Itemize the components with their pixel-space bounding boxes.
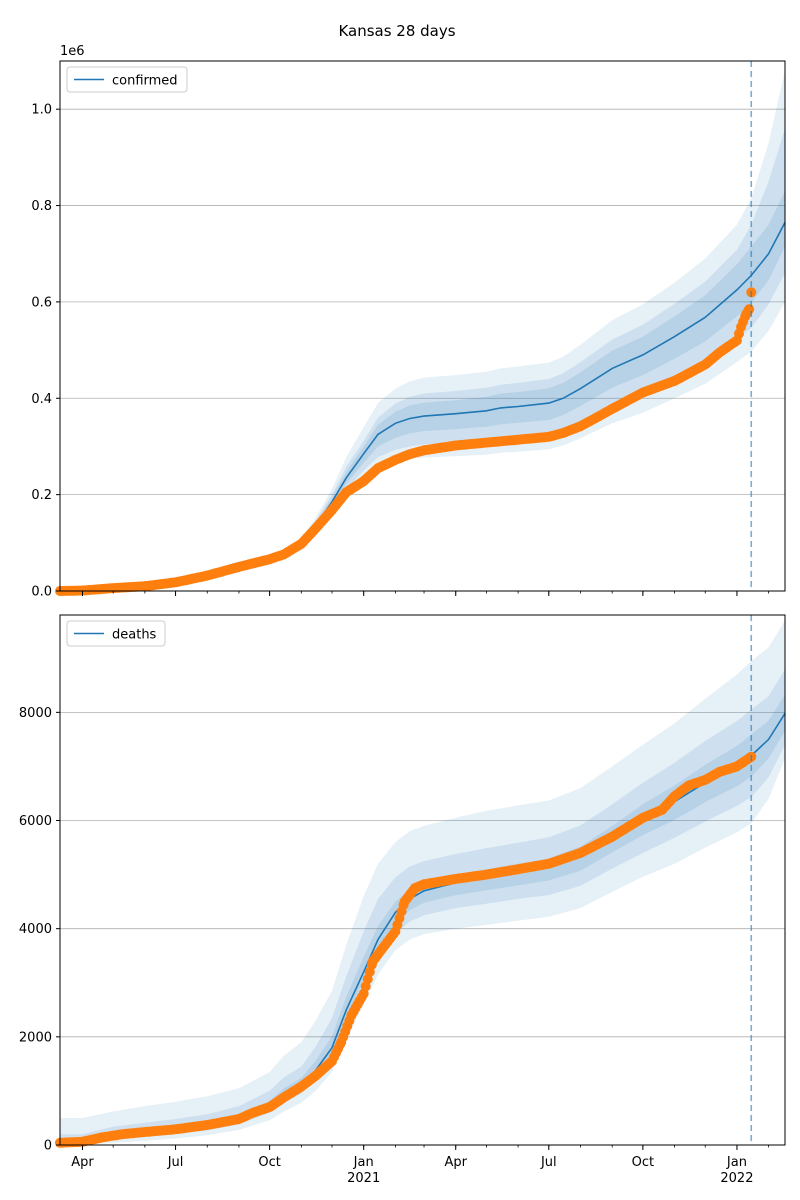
axes-frame: [59, 614, 786, 1146]
observed-points: [55, 751, 757, 1148]
legend-label: deaths: [112, 628, 157, 643]
observed-point: [744, 304, 755, 315]
confidence-band-2: [60, 128, 785, 591]
x-tick-label: Oct: [632, 1155, 654, 1170]
x-tick-label: Jan: [353, 1155, 374, 1170]
confirmed-panel: 0.0 0.2 0.4 0.6 0.8 1.0 1e6 confirmed: [31, 44, 786, 600]
y-tick-label: 0.8: [31, 199, 52, 214]
observed-points: [55, 287, 757, 596]
x-tick-label: Jan: [726, 1155, 747, 1170]
x-tick-year-label: 2021: [347, 1171, 380, 1186]
confidence-band-2: [60, 669, 785, 1145]
legend-box: [66, 66, 188, 93]
legend-label: confirmed: [112, 74, 178, 89]
x-tick-label: Jul: [167, 1155, 184, 1170]
y-tick-label: 8000: [19, 706, 52, 721]
y-tick-label: 0.4: [31, 392, 52, 407]
confidence-band-1: [60, 70, 785, 592]
y-tick-label: 6000: [19, 814, 52, 829]
x-tick-label: Jul: [540, 1155, 557, 1170]
y-tick-label: 0.0: [31, 585, 52, 600]
y-tick-label: 0.2: [31, 488, 52, 503]
figure-title: Kansas 28 days: [338, 22, 455, 40]
x-tick-label: Apr: [444, 1155, 467, 1170]
x-tick-label: Oct: [258, 1155, 280, 1170]
y-tick-label: 0.6: [31, 295, 52, 310]
axes-frame: [59, 60, 786, 592]
y-tick-label: 4000: [19, 922, 52, 937]
y-tick-label: 0: [44, 1139, 52, 1154]
y-tick-label: 2000: [19, 1030, 52, 1045]
y-tick-label: 1.0: [31, 103, 52, 118]
x-tick-year-label: 2022: [720, 1171, 753, 1186]
legend-box: [66, 620, 166, 647]
x-tick-label: Apr: [71, 1155, 94, 1170]
y-offset-label: 1e6: [60, 44, 85, 59]
